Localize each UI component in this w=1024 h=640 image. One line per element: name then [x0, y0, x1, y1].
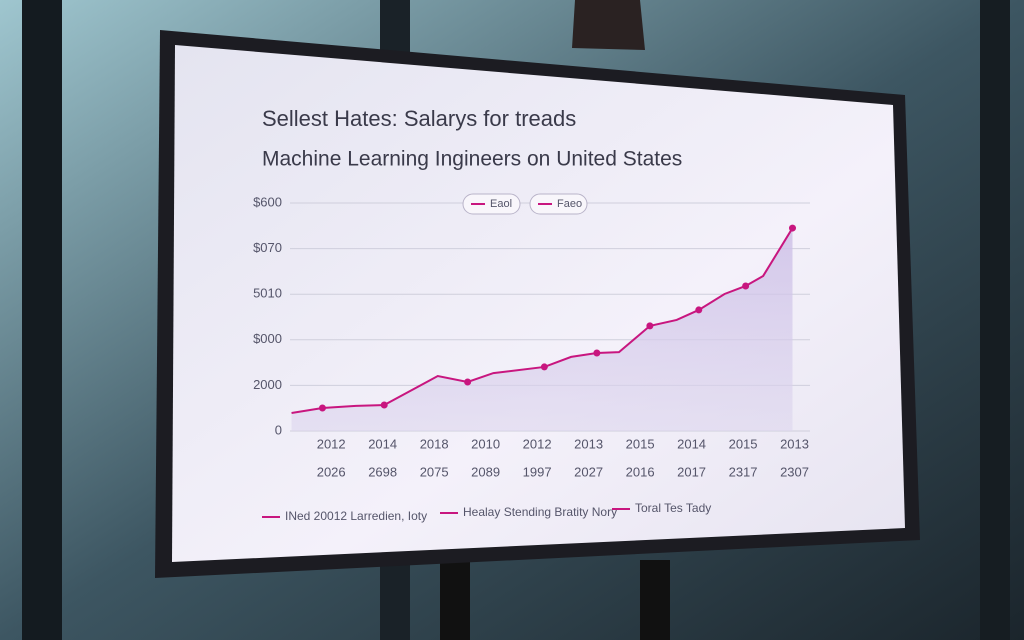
stand	[440, 560, 470, 640]
legend-label: Eaol	[490, 198, 512, 210]
point	[464, 378, 472, 386]
x-tick-label: 2018	[420, 436, 449, 451]
x-tick-label: 2015	[729, 436, 758, 451]
point	[380, 401, 388, 409]
x-tick-sublabel: 2307	[780, 464, 809, 479]
lamp	[572, 0, 645, 50]
plot: 0 2000 $000 5010 $070 $600 2012 2026 2014 2698 201…	[253, 193, 810, 523]
x-tick-label: 2014	[677, 436, 706, 451]
legend-label: Faeo	[557, 198, 582, 210]
point	[695, 306, 703, 314]
x-tick-sublabel: 2075	[420, 464, 449, 479]
x-tick-sublabel: 2698	[368, 464, 397, 479]
point	[318, 404, 326, 412]
x-tick-sublabel: 2317	[729, 464, 758, 479]
x-tick-label: 2012	[523, 436, 552, 451]
legend-label: Healay Stending Bratity Nory	[463, 505, 617, 519]
x-tick-label: 2015	[626, 436, 655, 451]
point	[646, 322, 654, 330]
point	[742, 282, 750, 290]
chart-title: Sellest Hates: Salarys for treads	[262, 106, 576, 131]
x-tick-sublabel: 2017	[677, 464, 706, 479]
legend-label: Toral Tes Tady	[635, 501, 711, 515]
legend-label: INed 20012 Larredien, Ioty	[285, 509, 427, 523]
x-tick-label: 2012	[317, 436, 346, 451]
window-frame	[980, 0, 1010, 640]
chart-subtitle: Machine Learning Ingineers on United Sta…	[262, 148, 682, 171]
y-tick-label: $600	[253, 194, 282, 209]
line	[291, 227, 794, 414]
screen	[172, 45, 905, 562]
window-frame	[22, 0, 62, 640]
point	[788, 224, 796, 232]
x-tick-label: 2013	[574, 436, 603, 451]
y-tick-label: 0	[275, 422, 282, 437]
x-tick-label: 2010	[471, 436, 500, 451]
y-tick-label: 2000	[253, 377, 282, 392]
legend-box	[529, 193, 588, 215]
stand	[640, 560, 670, 640]
x-tick-sublabel: 2016	[626, 464, 655, 479]
x-tick-label: 2013	[780, 436, 809, 451]
x-tick-sublabel: 2026	[317, 464, 346, 479]
x-tick-sublabel: 2027	[574, 464, 603, 479]
legend-box	[462, 193, 521, 215]
x-tick-sublabel: 2089	[471, 464, 500, 479]
point	[540, 363, 548, 371]
point	[593, 349, 601, 357]
x-tick-label: 2014	[368, 436, 397, 451]
area	[291, 228, 793, 431]
x-tick-sublabel: 1997	[523, 464, 552, 479]
y-tick-label: $070	[253, 240, 282, 255]
y-tick-label: $000	[253, 331, 282, 346]
y-tick-label: 5010	[253, 286, 282, 301]
